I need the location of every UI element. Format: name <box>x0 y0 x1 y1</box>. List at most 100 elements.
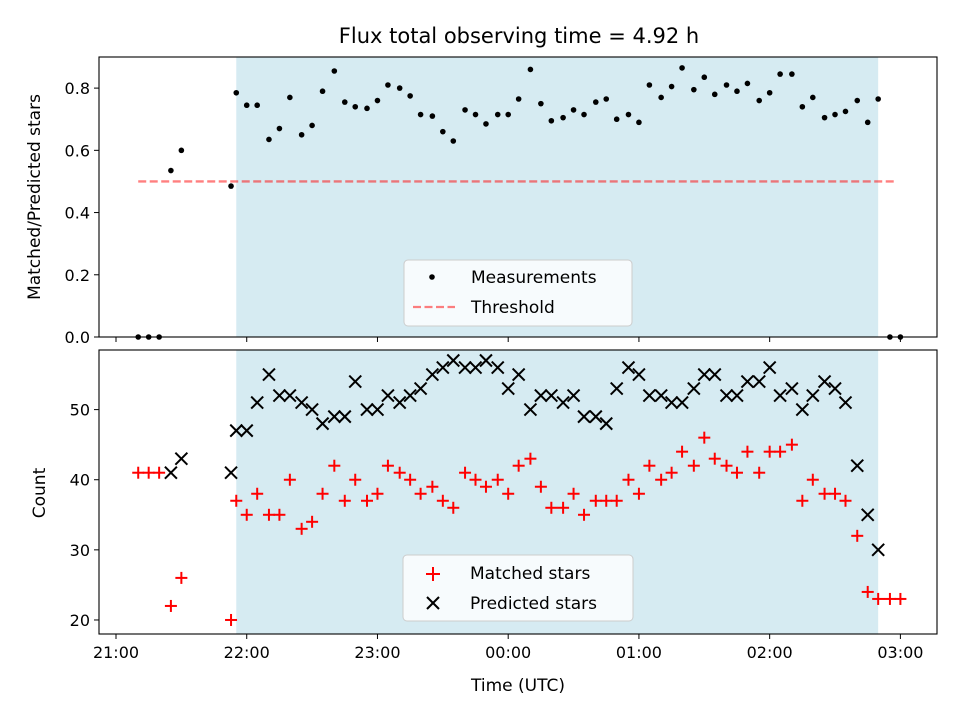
matched-star-point <box>894 592 907 605</box>
matched-star-point <box>251 487 264 500</box>
predicted-star-point <box>370 402 385 417</box>
matched-star-point <box>610 494 623 507</box>
y-tick-label: 0.4 <box>65 204 90 223</box>
top-plot-frame <box>98 56 938 338</box>
y-tick-label: 20 <box>70 611 90 630</box>
measurement-point <box>385 82 391 88</box>
predicted-star-point <box>577 409 591 424</box>
top-x-ticks <box>115 337 901 342</box>
matched-star-point <box>262 508 275 521</box>
matched-star-point <box>371 487 384 500</box>
measurement-point <box>462 107 468 113</box>
predicted-star-point <box>589 409 603 424</box>
measurement-point <box>613 116 620 123</box>
bottom-y-ticks: 20 30 40 50 <box>70 401 99 630</box>
predicted-star-point <box>785 381 799 396</box>
matched-star-point <box>806 473 819 486</box>
x-tick-label: 00:00 <box>485 643 531 662</box>
matched-star-point <box>839 494 852 507</box>
matched-star-point <box>698 431 711 444</box>
measurement-point <box>364 105 370 112</box>
measurement-point <box>266 136 272 143</box>
top-legend-box <box>403 259 633 327</box>
matched-star-point <box>479 480 492 493</box>
top-legend: Measurements Threshold <box>403 259 633 327</box>
legend-matched-label: Matched stars <box>470 564 590 584</box>
predicted-star-point <box>327 409 342 424</box>
matched-star-point <box>883 592 896 605</box>
predicted-star-point <box>468 360 483 375</box>
matched-star-point <box>534 480 547 493</box>
x-tick-label: 21:00 <box>93 643 139 662</box>
predicted-star-point <box>458 360 472 375</box>
matched-star-point <box>861 585 874 598</box>
measurement-point <box>538 100 544 107</box>
predicted-star-point <box>838 395 853 410</box>
measurement-point <box>744 80 751 87</box>
measurement-point <box>723 82 730 88</box>
measurement-point <box>842 108 849 115</box>
predicted-star-point <box>773 388 787 403</box>
predicted-star-point <box>403 388 417 403</box>
measurement-point <box>298 131 305 138</box>
measurement-point <box>483 121 489 127</box>
matched-star-point <box>785 438 798 451</box>
matched-star-point <box>851 529 864 542</box>
predicted-star-point <box>425 367 440 382</box>
predicted-star-point <box>566 388 581 403</box>
predicted-star-point <box>817 374 832 389</box>
measurement-point <box>254 102 260 109</box>
measurement-point <box>505 111 511 118</box>
predicted-star-point <box>338 409 352 424</box>
top-y-ticks: 0.0 0.2 0.4 0.6 0.8 <box>65 79 99 347</box>
measurement-point <box>592 99 599 105</box>
matched-star-point <box>763 445 776 458</box>
measurement-point <box>799 103 806 110</box>
measurement-point <box>450 138 457 144</box>
predicted-star-point <box>544 388 559 403</box>
measurement-point <box>233 89 240 96</box>
measurement-point <box>527 66 534 73</box>
matched-star-point <box>524 452 537 465</box>
bottom-xlabel: Time (UTC) <box>470 676 565 696</box>
top-measurement-points <box>135 65 904 340</box>
predicted-star-point <box>392 395 407 410</box>
predicted-star-point <box>501 381 515 396</box>
matched-star-point <box>469 473 482 486</box>
measurement-point <box>429 113 436 119</box>
y-tick-label: 0.0 <box>65 328 90 347</box>
matched-star-point <box>338 494 351 507</box>
predicted-star-point <box>479 353 493 368</box>
matched-star-point <box>491 473 504 486</box>
predicted-star-point <box>599 416 613 431</box>
measurement-point <box>603 96 610 102</box>
measurement-point <box>417 111 424 118</box>
measurement-point <box>560 114 566 121</box>
measurement-point <box>287 94 293 101</box>
matched-star-point <box>643 459 656 472</box>
matched-star-point <box>818 487 831 500</box>
matched-star-point <box>774 445 787 458</box>
x-tick-label: 02:00 <box>747 643 793 662</box>
matched-star-point <box>589 494 602 507</box>
y-tick-label: 40 <box>70 471 90 490</box>
measurement-point <box>789 71 795 77</box>
measurement-point <box>341 99 348 105</box>
measurement-point <box>276 125 283 132</box>
predicted-star-point <box>621 360 636 375</box>
predicted-star-point <box>224 466 238 480</box>
measurement-point <box>658 94 664 101</box>
bottom-ylabel: Count <box>30 467 50 518</box>
predicted-star-point <box>294 395 309 410</box>
matched-star-point <box>447 501 460 514</box>
measurement-point <box>548 117 555 124</box>
predicted-star-point <box>664 395 679 410</box>
bottom-legend: Matched stars Predicted stars <box>402 554 634 622</box>
measurement-point <box>756 97 763 104</box>
measurement-point <box>734 88 740 95</box>
x-tick-label: 03:00 <box>877 643 923 662</box>
matched-star-point <box>225 613 238 626</box>
predicted-star-point <box>381 388 395 403</box>
x-tick-label: 01:00 <box>616 643 662 662</box>
